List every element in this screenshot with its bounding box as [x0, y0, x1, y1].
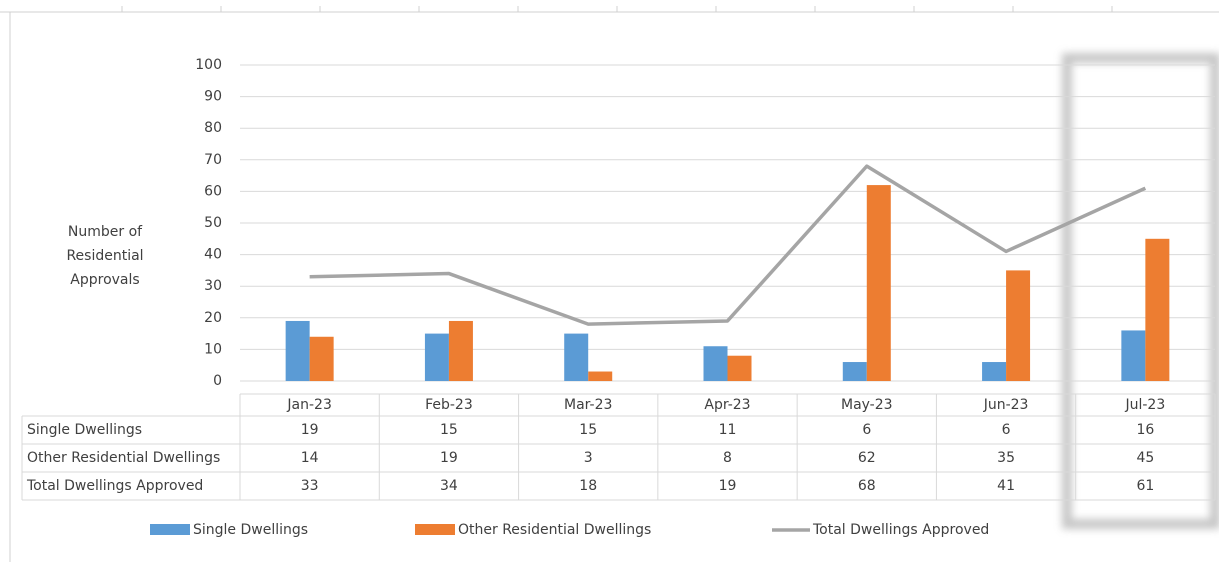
table-cell: 15 — [440, 422, 458, 438]
x-tick-label: Jan-23 — [286, 397, 331, 413]
bar — [727, 355, 752, 381]
legend-label: Total Dwellings Approved — [812, 522, 989, 538]
table-cell: 18 — [579, 478, 597, 494]
y-tick-label: 20 — [204, 310, 222, 326]
table-cell: 68 — [858, 478, 876, 494]
y-tick-label: 0 — [213, 373, 222, 389]
table-cell: 15 — [579, 422, 597, 438]
bar — [564, 333, 589, 381]
bar — [285, 320, 310, 381]
x-tick-label: May-23 — [841, 397, 893, 413]
table-row-label: Total Dwellings Approved — [26, 478, 203, 494]
y-tick-label: 40 — [204, 247, 222, 263]
y-tick-label: 80 — [204, 120, 222, 136]
table-cell: 6 — [862, 422, 871, 438]
y-tick-label: 30 — [204, 278, 222, 294]
table-cell: 3 — [584, 450, 593, 466]
table-row-label: Other Residential Dwellings — [27, 450, 220, 466]
table-cell: 34 — [440, 478, 458, 494]
table-cell: 45 — [1136, 450, 1154, 466]
bar — [982, 362, 1007, 381]
table-cell: 61 — [1136, 478, 1154, 494]
table-cell: 19 — [301, 422, 319, 438]
bar — [866, 185, 891, 381]
y-tick-label: 10 — [204, 341, 222, 357]
legend-label: Other Residential Dwellings — [458, 522, 651, 538]
bar — [1121, 330, 1146, 381]
y-tick-label: 70 — [204, 152, 222, 168]
table-cell: 19 — [440, 450, 458, 466]
bar — [588, 371, 613, 381]
bar — [424, 333, 449, 381]
legend-swatch — [415, 524, 455, 535]
bar — [448, 320, 473, 381]
x-tick-label: Jun-23 — [983, 397, 1029, 413]
bar — [703, 346, 728, 381]
bar — [1145, 238, 1170, 381]
y-tick-label: 60 — [204, 183, 222, 199]
line — [309, 164, 1147, 326]
table-cell: 35 — [997, 450, 1015, 466]
table-cell: 14 — [301, 450, 319, 466]
x-tick-label: Apr-23 — [704, 397, 750, 413]
table-cell: 62 — [858, 450, 876, 466]
table-cell: 6 — [1002, 422, 1011, 438]
bar — [842, 362, 867, 381]
table-cell: 41 — [997, 478, 1015, 494]
legend-label: Single Dwellings — [193, 522, 308, 538]
table-cell: 19 — [719, 478, 737, 494]
legend-swatch — [150, 524, 190, 535]
ruler — [0, 6, 1219, 562]
table-cell: 11 — [719, 422, 737, 438]
y-tick-label: 100 — [195, 57, 222, 73]
x-tick-label: Feb-23 — [425, 397, 473, 413]
y-tick-label: 90 — [204, 89, 222, 105]
table-cell: 33 — [301, 478, 319, 494]
x-tick-label: Mar-23 — [564, 397, 612, 413]
bar — [309, 336, 334, 381]
table-cell: 8 — [723, 450, 732, 466]
bar — [1006, 270, 1031, 381]
table-row-label: Single Dwellings — [27, 422, 142, 438]
x-tick-label: Jul-23 — [1124, 397, 1165, 413]
table-cell: 16 — [1136, 422, 1154, 438]
y-axis-label: Number of Residential Approvals — [66, 224, 144, 288]
y-tick-label: 50 — [204, 215, 222, 231]
highlight-box — [1062, 53, 1219, 529]
